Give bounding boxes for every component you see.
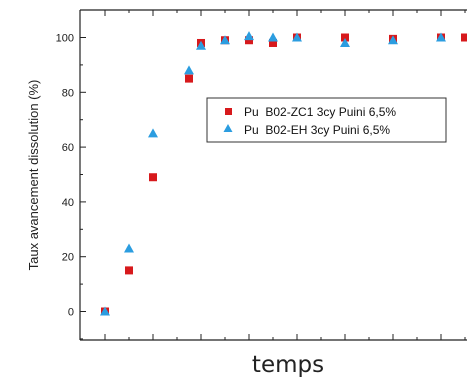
y-tick-label: 100 [56, 33, 74, 45]
point-eh [436, 32, 446, 42]
data-points [100, 31, 467, 316]
legend-label-eh: Pu B02-EH 3cy Puini 6,5% [244, 123, 390, 137]
x-axis-ticks [104, 10, 466, 340]
legend-marker-zc1 [225, 108, 232, 115]
point-zc1 [245, 36, 253, 45]
legend-box [206, 97, 447, 143]
point-zc1 [461, 33, 467, 42]
point-zc1 [185, 74, 193, 83]
legend: Pu B02-ZC1 3cy Puini 6,5% Pu B02-EH 3cy … [206, 97, 447, 143]
point-zc1 [269, 38, 277, 47]
y-tick-label: 0 [68, 307, 74, 319]
y-axis-label: Taux avancement dissolution (%) [26, 80, 41, 271]
y-axis-ticks: 0 20 40 60 80 100 [56, 33, 86, 340]
point-eh [148, 128, 158, 138]
y-tick-label: 20 [62, 252, 74, 264]
point-zc1 [341, 33, 349, 42]
y-tick-label: 80 [62, 87, 74, 99]
point-eh [124, 243, 134, 253]
y-tick-label: 40 [62, 197, 74, 209]
point-eh [196, 40, 206, 50]
point-eh [268, 32, 278, 42]
point-eh [340, 37, 350, 47]
legend-label-zc1: Pu B02-ZC1 3cy Puini 6,5% [244, 105, 396, 119]
legend-marker-eh [223, 124, 233, 132]
point-zc1 [125, 266, 133, 275]
y-tick-label: 60 [62, 142, 74, 154]
point-eh [292, 32, 302, 42]
point-eh [184, 65, 194, 75]
point-eh [388, 35, 398, 45]
plot-frame [79, 9, 467, 341]
point-zc1 [149, 173, 157, 182]
point-eh [220, 35, 230, 45]
point-eh [244, 31, 254, 41]
x-axis-label: temps [252, 352, 324, 378]
point-eh [100, 306, 110, 316]
